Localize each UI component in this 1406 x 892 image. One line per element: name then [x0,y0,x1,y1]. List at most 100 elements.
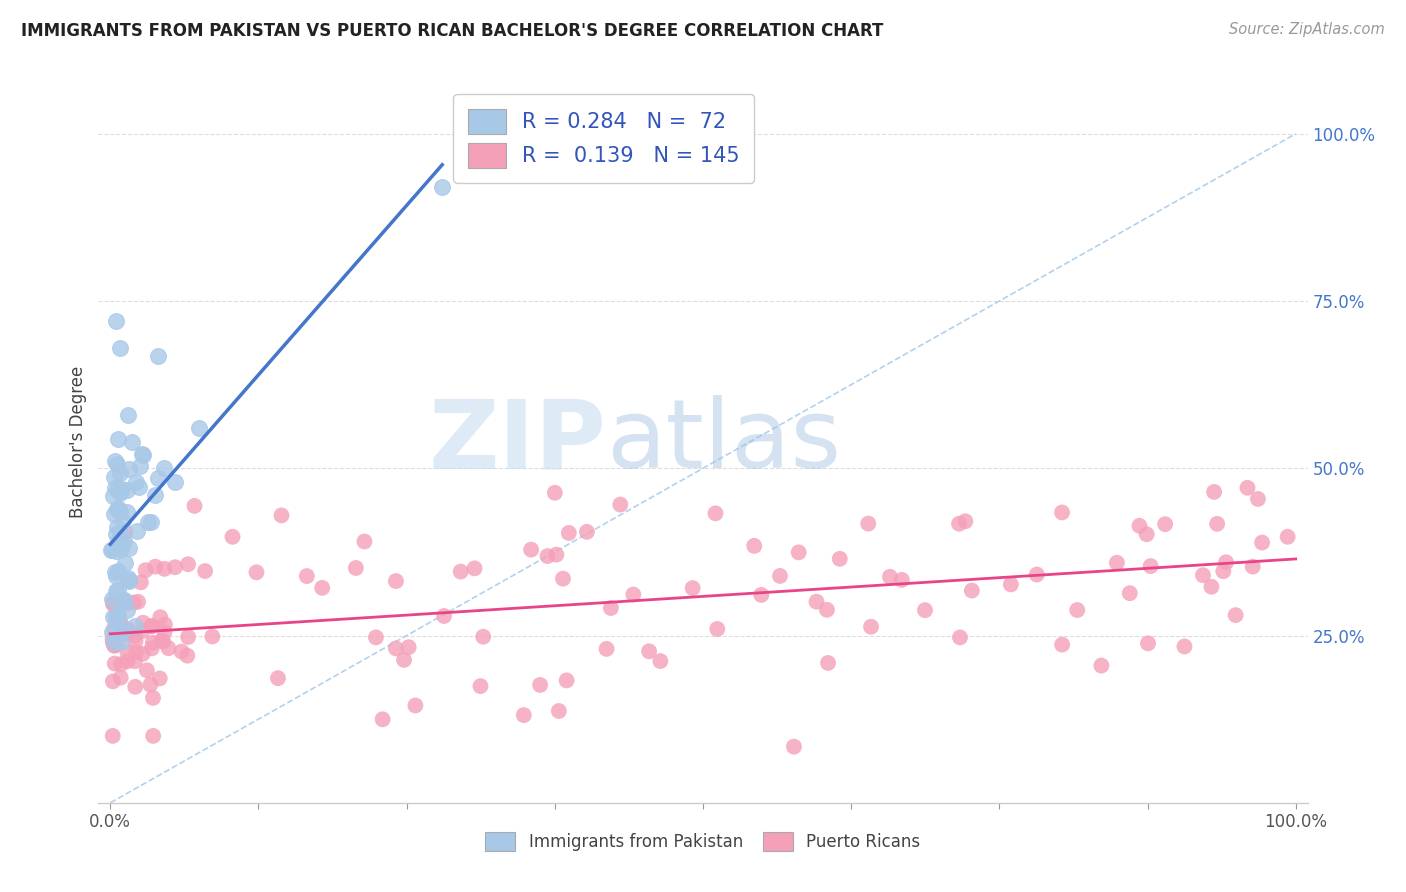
Point [110,671,132,685]
Point [152,461,174,475]
Point [124,619,146,633]
Point [114,525,136,540]
Point [1128,518,1150,533]
Point [682,581,704,595]
Point [536,549,558,563]
Point [105,638,128,652]
Point [124,629,146,643]
Point [609,498,631,512]
Point [879,570,901,584]
Point [575,524,598,539]
Point [450,565,472,579]
Point [115,483,138,498]
Point [558,525,581,540]
Point [104,565,127,579]
Point [1025,567,1047,582]
Point [311,581,333,595]
Point [117,624,139,639]
Point [1241,559,1264,574]
Point [105,544,128,558]
Point [141,515,163,529]
Point [105,457,128,471]
Point [108,466,131,480]
Point [152,634,174,648]
Point [104,584,127,599]
Point [107,432,129,446]
Point [815,603,838,617]
Point [1204,484,1226,499]
Point [1050,505,1073,519]
Point [124,634,146,648]
Point [149,672,172,686]
Point [117,654,139,668]
Point [621,588,644,602]
Point [132,615,155,630]
Point [146,471,169,485]
Point [432,180,454,194]
Point [1090,658,1112,673]
Point [131,624,153,639]
Point [1139,559,1161,574]
Point [107,519,129,533]
Point [101,674,124,689]
Point [100,592,122,607]
Point [136,515,159,529]
Point [544,485,567,500]
Point [1136,527,1159,541]
Point [353,534,375,549]
Point [104,481,127,495]
Point [112,622,135,636]
Point [787,545,810,559]
Point [595,641,617,656]
Point [143,559,166,574]
Point [122,596,145,610]
Point [105,501,128,516]
Point [105,314,128,328]
Point [165,475,187,489]
Point [104,609,127,624]
Point [170,644,193,658]
Point [404,698,426,713]
Point [704,506,727,520]
Point [131,447,153,461]
Point [129,575,152,590]
Point [267,671,290,685]
Point [650,654,672,668]
Point [100,542,122,557]
Point [385,574,408,588]
Point [108,341,131,355]
Point [101,489,124,503]
Point [153,562,176,576]
Point [125,475,148,489]
Point [107,534,129,549]
Point [1000,577,1022,591]
Point [104,527,127,541]
Point [125,645,148,659]
Point [111,482,134,496]
Text: Source: ZipAtlas.com: Source: ZipAtlas.com [1229,22,1385,37]
Point [472,630,495,644]
Point [1247,491,1270,506]
Point [101,598,124,612]
Point [129,458,152,473]
Point [112,514,135,528]
Point [1206,516,1229,531]
Point [194,564,217,578]
Point [1192,568,1215,582]
Point [143,488,166,502]
Point [1050,638,1073,652]
Point [127,595,149,609]
Point [104,454,127,468]
Point [546,548,568,562]
Point [108,485,131,500]
Point [112,534,135,549]
Point [107,583,129,598]
Point [806,595,828,609]
Point [124,654,146,668]
Point [103,507,125,521]
Point [135,663,157,677]
Point [110,525,132,540]
Point [638,644,661,658]
Point [183,499,205,513]
Point [101,596,124,610]
